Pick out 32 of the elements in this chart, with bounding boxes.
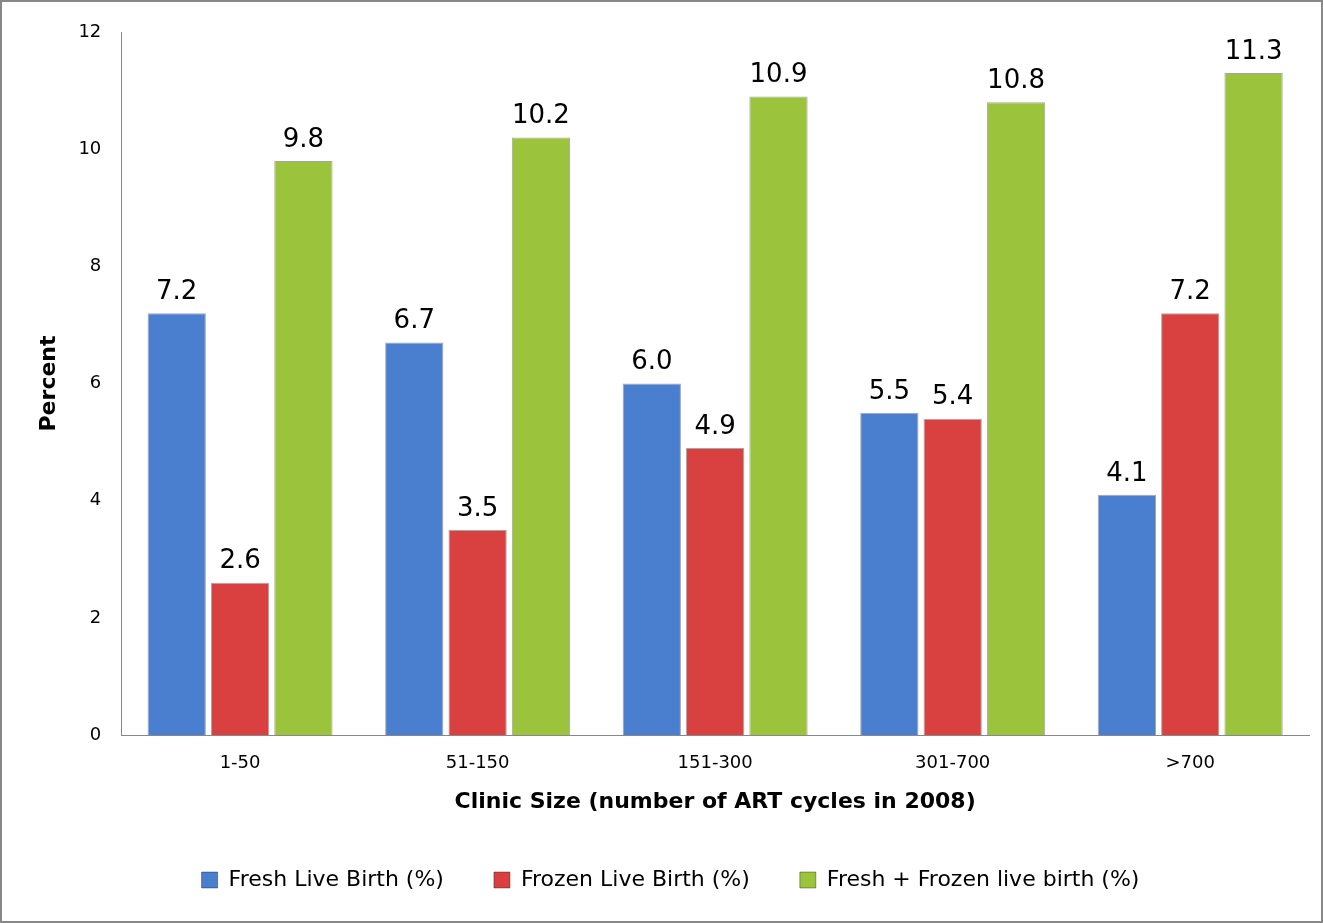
x-tick-label: 301-700 [915,751,991,773]
y-tick-label: 0 [89,722,102,744]
y-tick-label: 10 [78,136,102,158]
data-label: 7.2 [156,274,198,305]
y-tick-label: 2 [89,605,102,627]
data-label: 9.8 [282,122,325,153]
x-axis-title: Clinic Size (number of ART cycles in 2008) [454,787,976,813]
data-label: 10.2 [512,99,570,130]
legend-label: Fresh Live Birth (%) [228,865,444,891]
data-label: 10.9 [749,58,808,89]
x-tick-label: 1-50 [219,751,261,773]
data-label: 5.5 [868,374,911,405]
data-label: 4.9 [694,409,736,440]
x-tick-label: 151-300 [677,751,753,773]
y-tick-label: 12 [78,19,102,41]
legend-label: Fresh + Frozen live birth (%) [826,865,1140,891]
data-label: 4.1 [1106,456,1148,487]
x-tick-label: 51-150 [445,751,510,773]
data-label: 10.8 [987,64,1045,95]
data-label: 7.2 [1169,274,1211,305]
data-label: 6.7 [393,304,435,335]
y-tick-label: 6 [89,371,102,393]
data-label: 6.0 [631,345,673,376]
y-tick-label: 8 [89,254,102,276]
data-label: 11.3 [1224,34,1283,65]
x-tick-label: >700 [1165,751,1215,773]
data-label: 3.5 [456,491,499,522]
legend-label: Frozen Live Birth (%) [520,865,750,891]
data-label: 5.4 [932,380,974,411]
y-axis-title: Percent [34,335,60,432]
y-tick-label: 4 [89,488,102,510]
data-label: 2.6 [219,544,261,575]
